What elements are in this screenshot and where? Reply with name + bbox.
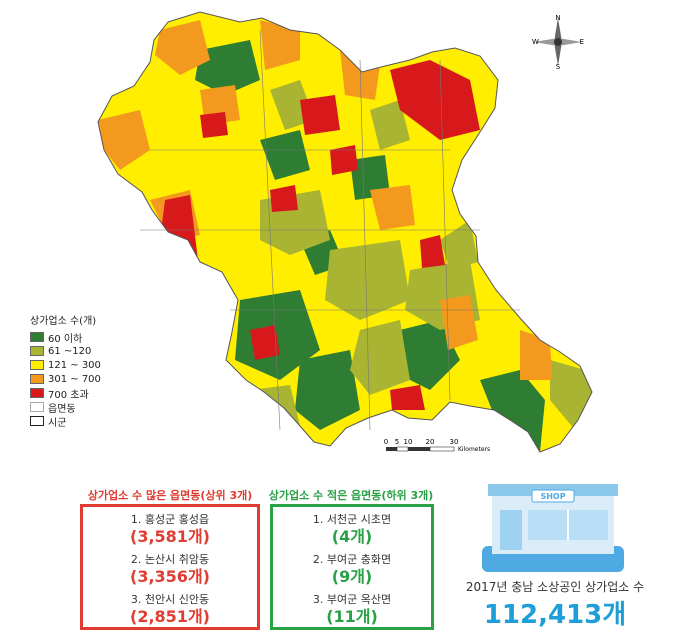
legend-swatch <box>30 360 44 370</box>
bottom3-box: 1. 서천군 시초면 (4개) 2. 부여군 충화면 (9개) 3. 부여군 옥… <box>270 504 434 630</box>
scale-tick-30: 30 <box>450 438 459 446</box>
legend-item: 시군 <box>30 414 101 429</box>
scale-tick-5: 5 <box>395 438 399 446</box>
total-label: 2017년 충남 소상공인 상가업소 수 <box>465 580 645 594</box>
legend-swatch <box>30 346 44 356</box>
legend-label: 61 ~120 <box>48 345 92 357</box>
compass-e: E <box>580 38 584 46</box>
item-value: (3,356개) <box>130 567 210 586</box>
item-value: (4개) <box>331 527 373 546</box>
legend-title: 상가업소 수(개) <box>30 316 97 327</box>
item-value: (3,581개) <box>130 527 210 546</box>
item-name: 3. 부여군 옥산면 <box>312 593 392 606</box>
item-value: (2,851개) <box>130 607 210 626</box>
legend: 상가업소 수(개) 60 이하 61 ~120 121 ~ 300 301 ~ … <box>30 312 101 429</box>
choropleth-map <box>97 11 593 453</box>
legend-item: 700 초과 <box>30 386 101 401</box>
top3-box: 1. 홍성군 홍성읍 (3,581개) 2. 논산시 취암동 (3,356개) … <box>80 504 260 630</box>
item-name: 2. 논산시 취암동 <box>130 553 210 566</box>
legend-label: 121 ~ 300 <box>48 359 101 371</box>
legend-label: 700 초과 <box>48 389 89 401</box>
legend-swatch <box>30 388 44 398</box>
shop-sign-text: SHOP <box>540 492 565 501</box>
legend-swatch <box>30 332 44 342</box>
list-item: 2. 부여군 충화면 (9개) <box>273 553 431 587</box>
total-value: 112,413개 <box>483 600 627 630</box>
compass-n: N <box>555 14 560 22</box>
list-item: 1. 홍성군 홍성읍 (3,581개) <box>83 513 257 547</box>
item-name: 2. 부여군 충화면 <box>312 553 392 566</box>
legend-item: 60 이하 <box>30 330 101 345</box>
list-item: 3. 천안시 신안동 (2,851개) <box>83 593 257 627</box>
legend-item: 읍면동 <box>30 400 101 415</box>
compass-s: S <box>556 63 561 70</box>
legend-label: 읍면동 <box>48 403 76 415</box>
item-value: (11개) <box>326 607 378 626</box>
scale-tick-0: 0 <box>384 438 388 446</box>
compass-w: W <box>532 38 539 46</box>
legend-label: 301 ~ 700 <box>48 373 101 385</box>
scale-bar: 0 5 10 20 30 Kilometers <box>384 438 490 453</box>
item-value: (9개) <box>331 567 373 586</box>
legend-item: 301 ~ 700 <box>30 372 101 386</box>
item-name: 3. 천안시 신안동 <box>130 593 210 606</box>
legend-label: 60 이하 <box>48 333 83 345</box>
list-item: 2. 논산시 취암동 (3,356개) <box>83 553 257 587</box>
bottom3-title: 상가업소 수 적은 읍면동(하위 3개) <box>268 489 434 502</box>
item-name: 1. 서천군 시초면 <box>312 513 392 526</box>
legend-swatch <box>30 416 44 426</box>
compass-rose-icon: N S E W <box>532 14 584 70</box>
legend-swatch <box>30 402 44 412</box>
scale-tick-20: 20 <box>426 438 435 446</box>
top3-title: 상가업소 수 많은 읍면동(상위 3개) <box>87 489 253 502</box>
item-name: 1. 홍성군 홍성읍 <box>130 513 210 526</box>
list-item: 1. 서천군 시초면 (4개) <box>273 513 431 547</box>
legend-swatch <box>30 374 44 384</box>
scale-tick-10: 10 <box>404 438 413 446</box>
shop-icon: SHOP <box>482 484 624 572</box>
legend-item: 61 ~120 <box>30 344 101 358</box>
legend-item: 121 ~ 300 <box>30 358 101 372</box>
legend-label: 시군 <box>48 417 67 429</box>
scale-unit: Kilometers <box>458 446 490 453</box>
list-item: 3. 부여군 옥산면 (11개) <box>273 593 431 627</box>
map-regions <box>98 12 592 452</box>
